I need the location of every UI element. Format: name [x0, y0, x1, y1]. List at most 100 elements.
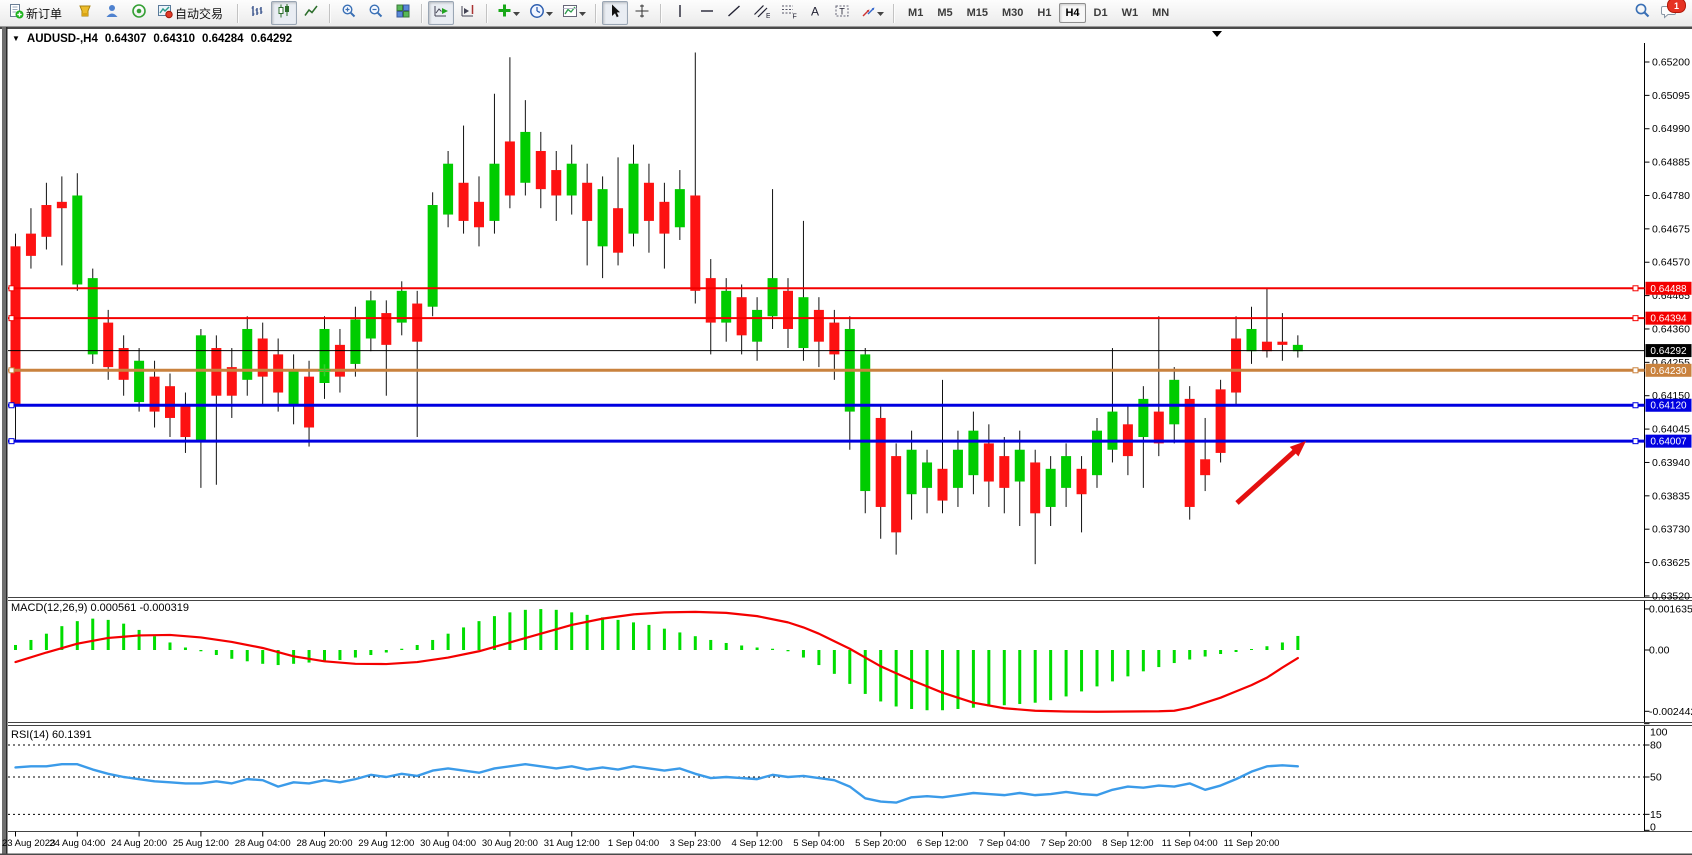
new-order-button[interactable]: 新订单	[4, 1, 71, 25]
time-tick-label: 8 Sep 12:00	[1102, 838, 1153, 849]
profile-button[interactable]	[99, 1, 125, 25]
candle-body	[736, 297, 747, 336]
candlestick-chart-button[interactable]	[271, 1, 298, 25]
candle-body	[1014, 449, 1025, 482]
price-tick-label: 0.63940	[1652, 457, 1690, 469]
svg-text:T: T	[839, 6, 845, 16]
candle-body	[304, 376, 315, 428]
rsi-indicator-label: RSI(14) 60.1391	[11, 729, 92, 741]
chart-shift-marker-icon[interactable]	[1212, 31, 1222, 37]
price-tick-label: 0.65095	[1652, 90, 1690, 102]
chart-menu-dropdown-icon[interactable]: ▼	[12, 33, 20, 43]
line-chart-button[interactable]	[298, 1, 324, 25]
chart-shift-icon	[460, 3, 476, 24]
zoom-out-button[interactable]	[363, 1, 389, 25]
macd-axis-label: 0.001635	[1649, 603, 1692, 615]
signals-button[interactable]	[126, 1, 152, 25]
macd-signal-line	[14, 610, 1299, 713]
time-tick-label: 6 Sep 12:00	[917, 838, 968, 849]
hline-handle-left[interactable]	[8, 367, 15, 374]
candle-body	[551, 170, 562, 196]
channel-tool-icon: E	[753, 3, 771, 24]
candle-body	[25, 233, 36, 256]
trend-arrow-annotation[interactable]	[1235, 447, 1299, 505]
hline-handle-right[interactable]	[1632, 285, 1639, 292]
chevron-down-icon	[877, 4, 885, 22]
text-tool-button[interactable]: A	[802, 1, 828, 25]
horizontal-line-tool-button[interactable]	[694, 1, 720, 25]
zoom-in-button[interactable]	[336, 1, 362, 25]
price-chart-canvas[interactable]: 0.65200 0.65095 0.64990 0.64885 0.64780 0.646…	[0, 27, 1692, 855]
timeframe-button-w1[interactable]: W1	[1121, 7, 1139, 19]
panel-separator[interactable]	[8, 722, 1692, 726]
notifications-button[interactable]: 1	[1656, 0, 1686, 25]
timeframe-button-m5[interactable]: M5	[937, 7, 953, 19]
window-left-border	[2, 27, 6, 855]
panel-separator[interactable]	[8, 597, 1692, 601]
timeframe-button-h1[interactable]: H1	[1037, 7, 1052, 19]
candle-body	[226, 367, 237, 396]
timeframe-button-mn[interactable]: MN	[1152, 7, 1170, 19]
candle-body	[56, 201, 67, 209]
window-top-border	[0, 27, 1692, 29]
candle-body	[721, 290, 732, 323]
chart-shift-button[interactable]	[455, 1, 481, 25]
price-line-badge	[1645, 363, 1692, 377]
timeframe-button-d1[interactable]: D1	[1093, 7, 1108, 19]
vertical-line-tool-button[interactable]	[667, 1, 693, 25]
crosshair-tool-button[interactable]	[629, 1, 655, 25]
trendline-tool-button[interactable]	[721, 1, 747, 25]
search-icon	[1634, 2, 1651, 24]
search-button[interactable]	[1629, 1, 1655, 25]
crosshair-icon	[634, 3, 650, 24]
styler-button[interactable]	[72, 1, 98, 25]
tile-windows-button[interactable]	[390, 1, 416, 25]
price-line-badge-label: 0.64394	[1650, 314, 1687, 325]
arrows-tool-button[interactable]	[856, 1, 888, 25]
time-tick-label: 28 Aug 20:00	[297, 838, 353, 849]
candle-body	[813, 309, 824, 342]
time-tick-label: 24 Aug 20:00	[111, 838, 167, 849]
autoscroll-button[interactable]	[428, 1, 455, 25]
indicators-button[interactable]	[493, 1, 524, 25]
timeframe-button-h4[interactable]: H4	[1059, 3, 1086, 23]
price-tick-label: 0.63625	[1652, 557, 1690, 569]
timeframe-button-m15[interactable]: M15	[966, 7, 988, 19]
hline-handle-left[interactable]	[8, 285, 15, 292]
templates-button[interactable]	[558, 1, 590, 25]
candle-body	[1138, 398, 1149, 438]
hline-handle-right[interactable]	[1632, 402, 1639, 409]
cursor-tool-button[interactable]	[602, 1, 629, 25]
fibonacci-tool-button[interactable]: F	[775, 1, 801, 25]
candlestick-series	[10, 52, 1303, 565]
hline-handle-right[interactable]	[1632, 438, 1639, 445]
periods-button[interactable]	[525, 1, 557, 25]
candle-body	[582, 182, 593, 221]
bar-chart-button[interactable]	[244, 1, 270, 25]
timeframe-button-m30[interactable]: M30	[1002, 7, 1024, 19]
hline-handle-right[interactable]	[1632, 315, 1639, 322]
price-tick-label: 0.64360	[1652, 323, 1690, 335]
chart-area[interactable]: 0.65200 0.65095 0.64990 0.64885 0.64780 0.646…	[0, 27, 1692, 855]
hline-handle-left[interactable]	[8, 438, 15, 445]
candle-body	[319, 328, 330, 383]
channel-tool-button[interactable]: E	[748, 1, 774, 25]
quote-open: 0.64307	[104, 33, 147, 45]
price-tick-label: 0.65200	[1652, 57, 1690, 69]
macd-panel[interactable]: 0.001635 0.00 -0.002442	[14, 603, 1692, 718]
hline-handle-left[interactable]	[8, 315, 15, 322]
hline-handle-right[interactable]	[1632, 367, 1639, 374]
fibonacci-tool-icon: F	[780, 3, 797, 24]
timeframe-button-m1[interactable]: M1	[908, 7, 924, 19]
candle-body	[474, 201, 484, 228]
time-tick-label: 11 Sep 20:00	[1224, 838, 1280, 849]
window-bottom-border	[0, 853, 1692, 855]
candle-body	[705, 278, 716, 323]
candle-body	[381, 313, 392, 345]
autotrading-button[interactable]: 自动交易	[153, 1, 232, 25]
price-axis[interactable]: 0.65200 0.65095 0.64990 0.64885 0.64780 0.646…	[1644, 57, 1690, 603]
label-tool-button[interactable]: T	[829, 1, 855, 25]
hline-handle-left[interactable]	[8, 402, 15, 409]
